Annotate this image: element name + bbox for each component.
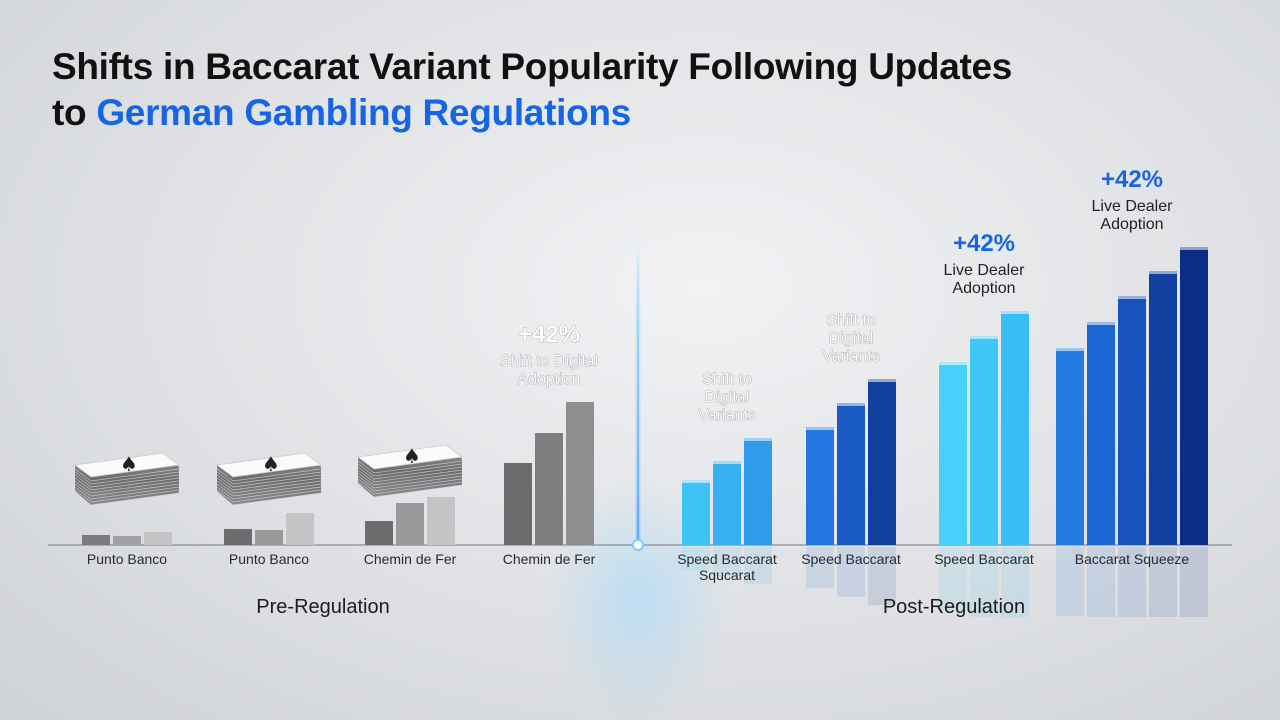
bar-reflection-5-1 <box>682 547 710 570</box>
bar-8-3 <box>1118 296 1146 545</box>
bar-highlight-5-3 <box>744 438 772 441</box>
bar-8-1 <box>1056 348 1084 545</box>
bar-3-2 <box>396 503 424 545</box>
bar-7-2 <box>970 336 998 545</box>
chart-title-line2-prefix: to <box>52 92 97 133</box>
spade-glyph: ♠ <box>403 444 421 468</box>
group-label: Post-Regulation <box>883 596 1025 618</box>
category-label: Speed Baccarat <box>677 551 777 567</box>
bar-highlight-5-2 <box>713 461 741 464</box>
bar-highlight-8-5 <box>1180 247 1208 250</box>
category-label: Punto Banco <box>229 551 309 567</box>
bar-reflection-6-2 <box>837 547 865 597</box>
annotation-text: Variants <box>822 348 880 365</box>
annotation-text: Adoption <box>517 371 580 388</box>
category-label: Speed Baccarat <box>934 551 1034 567</box>
bar-1-1 <box>82 535 110 545</box>
bar-2-3 <box>286 513 314 545</box>
annotation-text: Shift to <box>702 371 752 388</box>
bar-reflection-6-3 <box>868 547 896 606</box>
spade-glyph: ♠ <box>120 452 138 476</box>
chart-title-line2-accent: German Gambling Regulations <box>96 92 631 133</box>
spade-glyph: ♠ <box>262 452 280 476</box>
annotation-text: Live Dealer <box>944 262 1026 279</box>
bar-6-2 <box>837 403 865 545</box>
bar-highlight-7-3 <box>1001 311 1029 314</box>
annotation-value: +42% <box>518 321 580 348</box>
card-stack-icon: ♠ <box>215 452 323 506</box>
bar-4-3 <box>566 402 594 545</box>
card-stack-icon: ♠ <box>356 444 464 498</box>
bar-7-1 <box>939 362 967 545</box>
bar-2-1 <box>224 529 252 545</box>
bar-2-2 <box>255 530 283 545</box>
bar-highlight-7-1 <box>939 362 967 365</box>
bar-reflection-6-1 <box>806 547 834 589</box>
annotation-text: Live Dealer <box>1092 198 1174 215</box>
bar-reflection-5-2 <box>713 547 741 577</box>
bar-5-3 <box>744 438 772 545</box>
bar-reflection-5-3 <box>744 547 772 585</box>
divider-line <box>637 240 639 545</box>
annotation-value: +42% <box>1101 166 1163 193</box>
bar-highlight-8-3 <box>1118 296 1146 299</box>
bar-4-2 <box>535 433 563 545</box>
category-label: Squcarat <box>699 567 755 583</box>
category-label: Punto Banco <box>87 551 167 567</box>
annotation-text: Digital <box>705 389 749 406</box>
card-stack-icon: ♠ <box>73 452 181 506</box>
bar-reflection-8-2 <box>1087 547 1115 617</box>
annotation-text: Adoption <box>1100 216 1163 233</box>
bar-reflection-7-2 <box>970 547 998 617</box>
category-label: Chemin de Fer <box>503 551 596 567</box>
bar-highlight-5-1 <box>682 480 710 483</box>
bar-highlight-8-1 <box>1056 348 1084 351</box>
bar-reflection-8-5 <box>1180 547 1208 617</box>
chart-title: Shifts in Baccarat Variant Popularity Fo… <box>52 44 1012 136</box>
bar-highlight-8-4 <box>1149 271 1177 274</box>
bar-reflection-7-1 <box>939 547 967 612</box>
annotation-text: Adoption <box>952 280 1015 297</box>
bar-reflection-8-4 <box>1149 547 1177 617</box>
bar-6-3 <box>868 379 896 545</box>
bar-7-3 <box>1001 311 1029 545</box>
annotation-value: +42% <box>953 230 1015 257</box>
bar-8-2 <box>1087 322 1115 545</box>
bar-1-2 <box>113 536 141 545</box>
bar-reflection-7-3 <box>1001 547 1029 617</box>
group-label: Pre-Regulation <box>256 596 389 618</box>
annotation-text: Variants <box>698 407 756 424</box>
bar-highlight-8-2 <box>1087 322 1115 325</box>
bar-3-1 <box>365 521 393 545</box>
bar-highlight-6-2 <box>837 403 865 406</box>
annotation-text: Shift to <box>826 312 876 329</box>
annotation-text: Shift to Digital <box>500 353 599 370</box>
divider-axis-node <box>632 539 644 551</box>
bar-reflection-8-3 <box>1118 547 1146 617</box>
bar-5-1 <box>682 480 710 545</box>
bar-8-5 <box>1180 247 1208 545</box>
category-label: Baccarat Squeeze <box>1075 551 1190 567</box>
bar-6-1 <box>806 427 834 545</box>
category-label: Speed Baccarat <box>801 551 901 567</box>
bar-reflection-8-1 <box>1056 547 1084 616</box>
bar-5-2 <box>713 461 741 545</box>
bar-4-1 <box>504 463 532 545</box>
annotation-text: Digital <box>829 330 873 347</box>
chart-title-line1: Shifts in Baccarat Variant Popularity Fo… <box>52 46 1013 87</box>
bar-8-4 <box>1149 271 1177 545</box>
bar-highlight-6-1 <box>806 427 834 430</box>
bar-1-3 <box>144 532 172 545</box>
category-label: Chemin de Fer <box>364 551 457 567</box>
bar-highlight-6-3 <box>868 379 896 382</box>
bar-highlight-7-2 <box>970 336 998 339</box>
bar-3-3 <box>427 497 455 545</box>
